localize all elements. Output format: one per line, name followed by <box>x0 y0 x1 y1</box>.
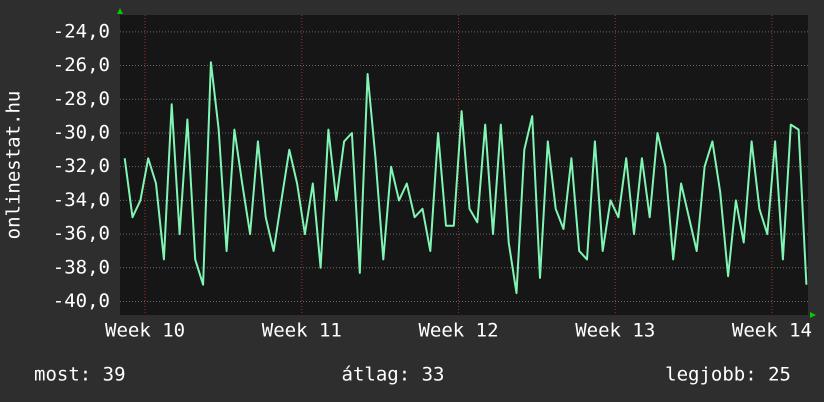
y-tick-label: -28,0 <box>53 88 110 110</box>
footer-text: legjobb: 25 <box>665 364 791 386</box>
plot-area <box>120 15 808 315</box>
x-tick-label: Week 13 <box>575 320 655 342</box>
y-axis-label: onlinestat.hu <box>3 91 25 240</box>
axis-arrow <box>117 8 123 14</box>
y-tick-label: -34,0 <box>53 189 110 211</box>
y-tick-label: -36,0 <box>53 223 110 245</box>
y-tick-label: -38,0 <box>53 256 110 278</box>
x-tick-label: Week 10 <box>105 320 185 342</box>
y-tick-label: -26,0 <box>53 54 110 76</box>
footer-text: most: 39 <box>34 364 126 386</box>
x-tick-label: Week 11 <box>262 320 342 342</box>
x-tick-label: Week 14 <box>732 320 812 342</box>
y-tick-label: -24,0 <box>53 20 110 42</box>
y-tick-label: -40,0 <box>53 290 110 312</box>
axis-arrow <box>810 312 816 318</box>
y-tick-label: -32,0 <box>53 155 110 177</box>
data-line <box>123 61 808 295</box>
footer-text: átlag: 33 <box>342 364 445 386</box>
y-tick-label: -30,0 <box>53 121 110 143</box>
x-tick-label: Week 12 <box>418 320 498 342</box>
